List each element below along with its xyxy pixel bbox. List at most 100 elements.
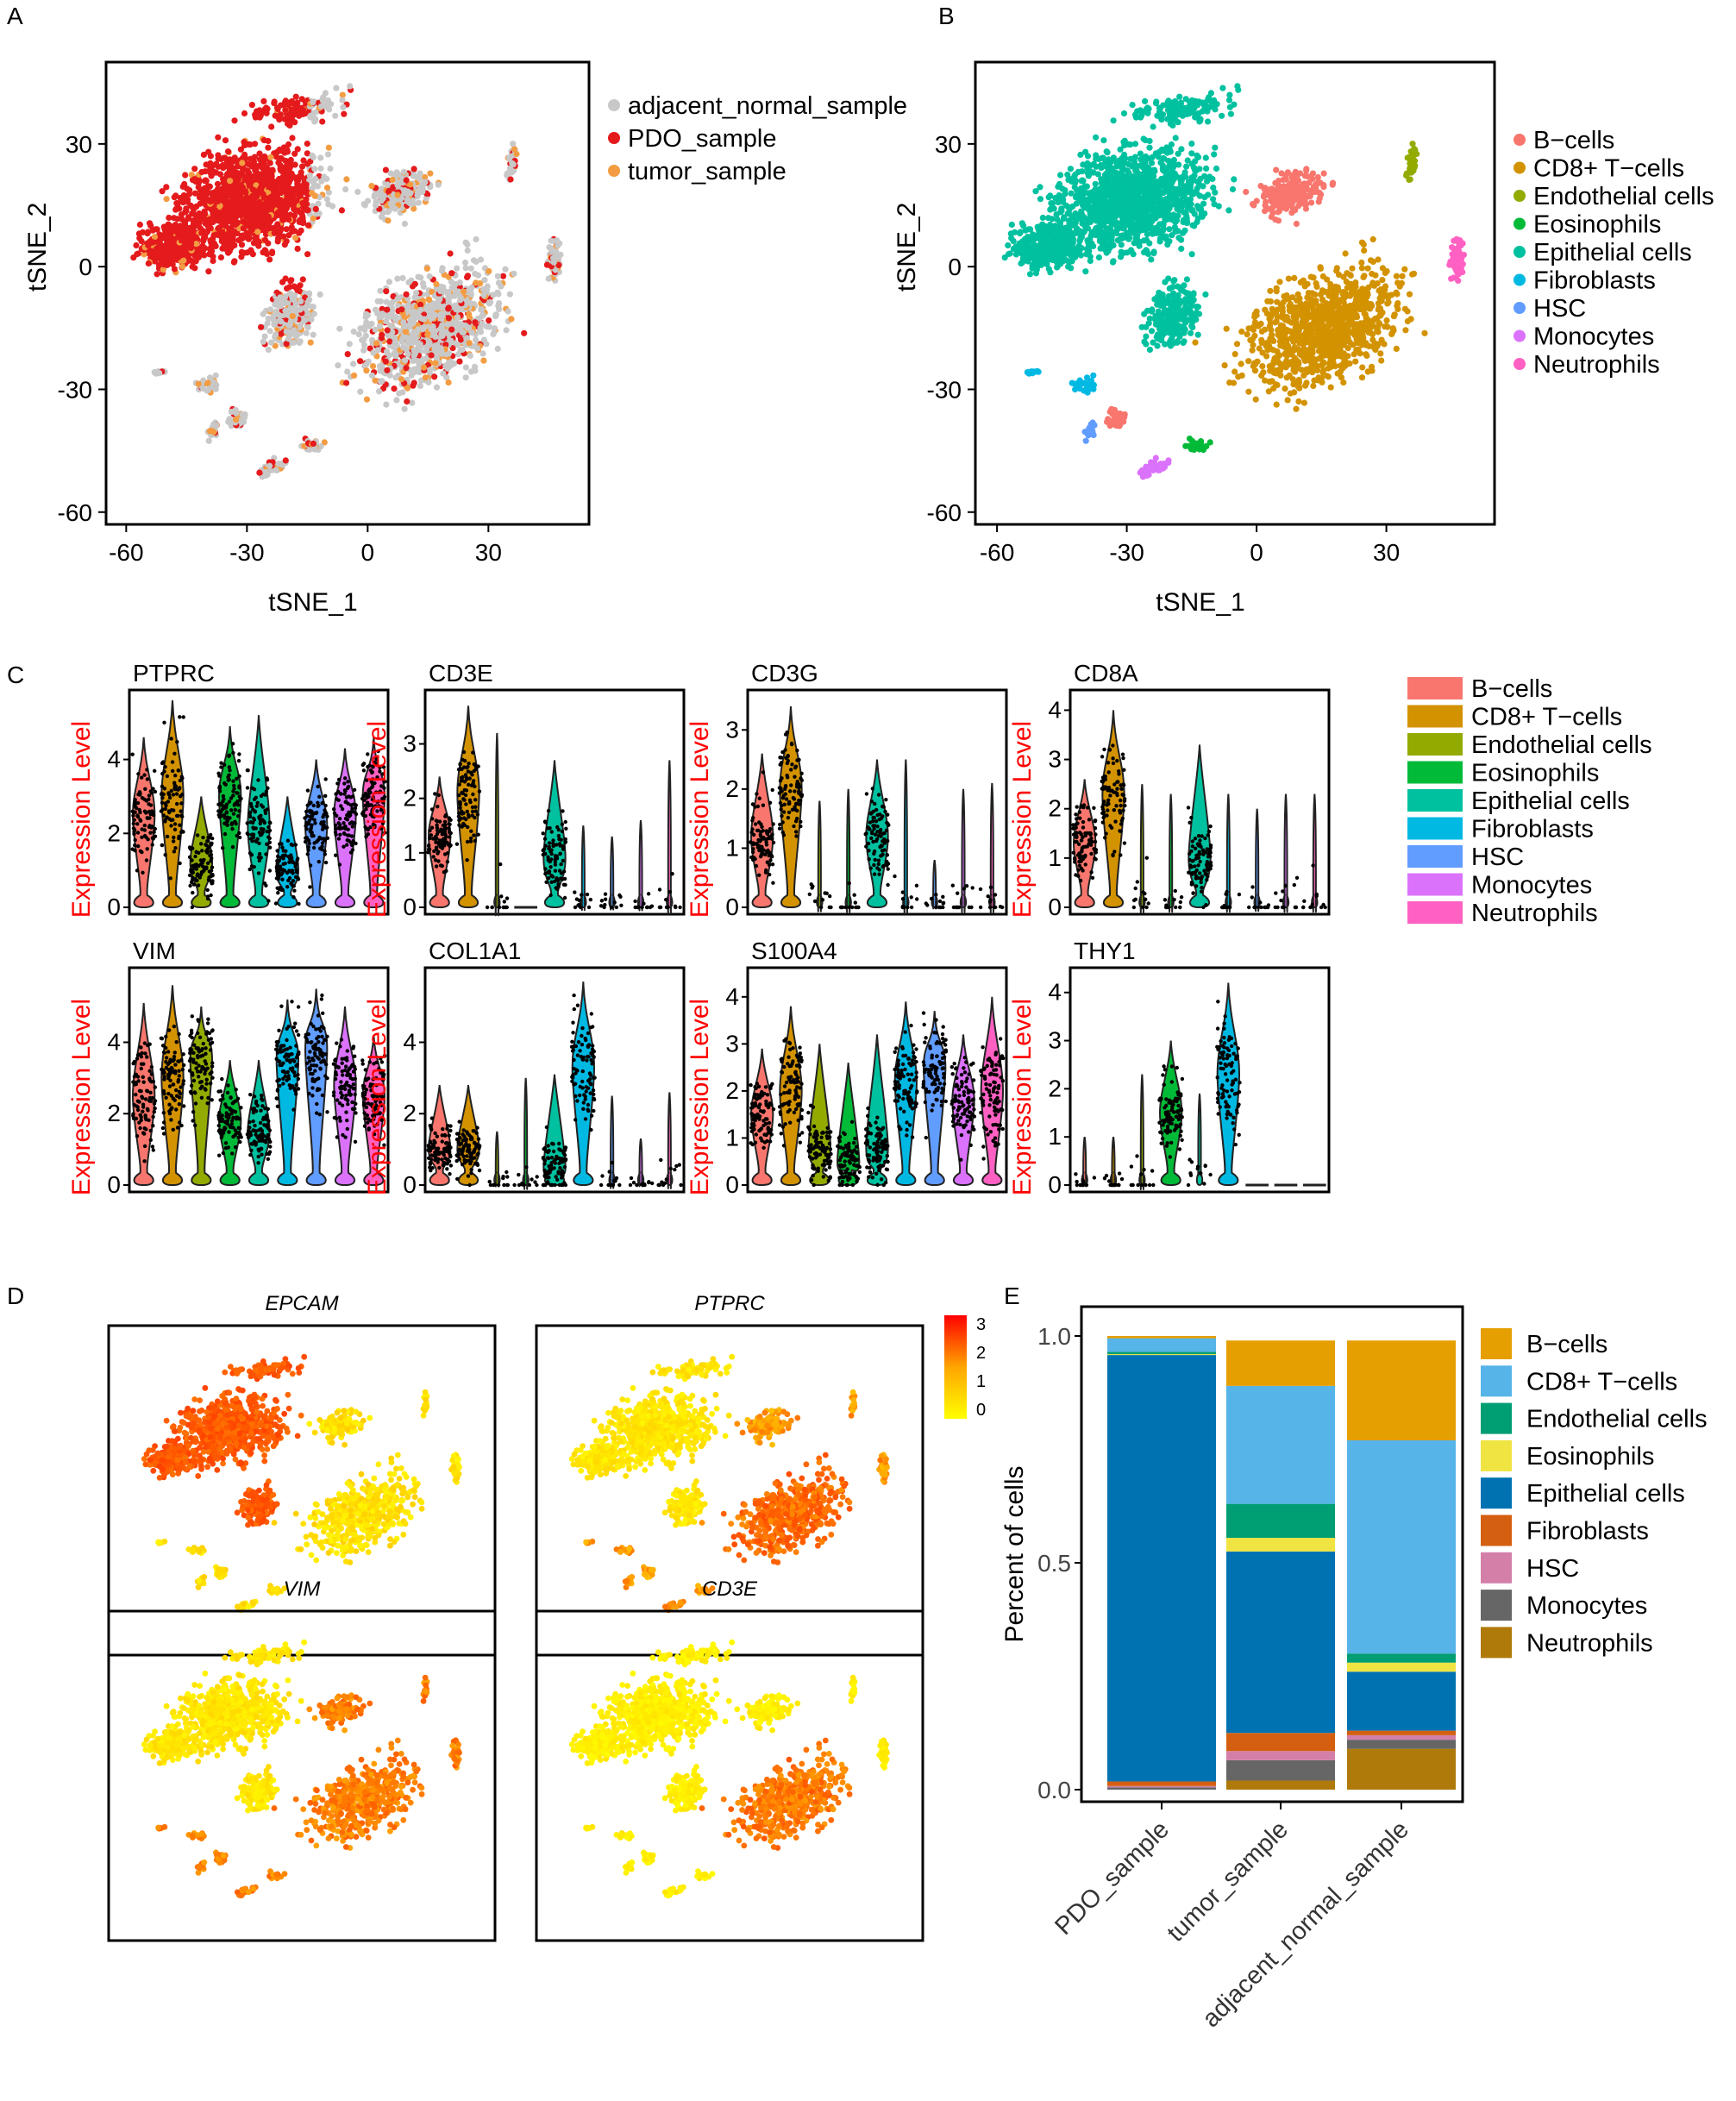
tsne-point [436, 296, 443, 303]
tsne-point [1174, 202, 1181, 209]
tsne-point [298, 169, 304, 176]
tsne-point [268, 250, 276, 257]
tsne-point [1062, 187, 1069, 194]
tsne-point [231, 117, 238, 124]
tsne-point [373, 198, 379, 205]
tsne-point [232, 406, 239, 413]
tsne-point [248, 102, 255, 109]
tsne-point [282, 107, 289, 114]
tsne-point [191, 252, 198, 259]
tsne-point [378, 213, 385, 221]
tsne-point [478, 306, 485, 313]
y-tick-label: -30 [58, 376, 92, 403]
tsne-point [510, 141, 517, 147]
tsne-point [1105, 178, 1112, 185]
tsne-point [1127, 141, 1134, 148]
tsne-point [304, 251, 311, 258]
tsne-point [204, 379, 211, 386]
tsne-point [222, 246, 229, 253]
tsne-point [357, 325, 364, 332]
tsne-point [1131, 154, 1138, 160]
tsne-point [438, 330, 445, 337]
tsne-point [462, 239, 469, 246]
tsne-point [261, 247, 268, 254]
tsne-point [1132, 167, 1139, 174]
tsne-point [1130, 251, 1137, 258]
tsne-points [1001, 83, 1467, 480]
tsne-point [425, 296, 432, 303]
tsne-point [191, 166, 198, 172]
tsne-point [156, 370, 163, 377]
tsne-point [440, 370, 447, 377]
tsne-point [231, 183, 238, 190]
tsne-point [278, 154, 285, 162]
tsne-point [1081, 223, 1088, 230]
tsne-point [222, 137, 229, 144]
tsne-point [392, 374, 399, 381]
tsne-point [250, 186, 257, 193]
tsne-point [303, 329, 310, 336]
tsne-point [339, 97, 346, 103]
tsne-point [169, 260, 176, 267]
tsne-point [277, 166, 284, 172]
tsne-point [273, 331, 279, 338]
tsne-point [1100, 195, 1107, 203]
tsne-point [213, 422, 220, 429]
tsne-point [1197, 175, 1204, 182]
tsne-point [273, 467, 279, 474]
tsne-point [244, 167, 251, 174]
tsne-point [135, 250, 141, 257]
tsne-point [398, 306, 405, 313]
tsne-point [1059, 198, 1067, 205]
tsne-point [261, 333, 268, 340]
tsne-point [222, 209, 229, 216]
tsne-point [1094, 193, 1102, 200]
tsne-point [360, 342, 368, 348]
tsne-point [494, 289, 501, 296]
tsne-point [423, 304, 430, 311]
tsne-point [215, 198, 222, 204]
tsne-point [1043, 260, 1050, 267]
legend-dot [608, 99, 620, 111]
tsne-point [215, 134, 222, 141]
tsne-point [205, 189, 212, 197]
tsne-point [466, 286, 473, 293]
tsne-point [494, 345, 501, 352]
plot-frame [104, 60, 591, 526]
tsne-point [1159, 166, 1166, 172]
tsne-point [1107, 238, 1114, 245]
tsne-point [383, 401, 390, 408]
x-tick-label: 30 [475, 539, 502, 566]
tsne-point [1119, 160, 1125, 166]
tsne-point [200, 151, 207, 158]
tsne-point [299, 276, 306, 283]
tsne-point [1156, 221, 1163, 228]
tsne-point [145, 229, 152, 235]
tsne-point [1188, 141, 1195, 147]
tsne-point [207, 198, 214, 205]
tsne-point [414, 358, 421, 365]
tsne-point [292, 235, 299, 241]
tsne-point [145, 241, 152, 248]
tsne-point [548, 237, 555, 244]
tsne-point [347, 83, 354, 90]
tsne-point [1155, 198, 1162, 204]
tsne-point [1169, 232, 1175, 239]
tsne-point [1094, 171, 1101, 178]
tsne-point [402, 328, 410, 336]
tsne-point [499, 273, 507, 279]
tsne-point [1118, 189, 1125, 196]
tsne-point [227, 178, 234, 185]
tsne-point [186, 187, 193, 194]
tsne-point [215, 225, 222, 232]
tsne-point [403, 291, 410, 298]
tsne-point [284, 171, 291, 178]
tsne-point [1140, 217, 1147, 225]
tsne-point [467, 265, 474, 272]
tsne-point [435, 181, 442, 188]
tsne-point [408, 372, 415, 379]
tsne-point [297, 306, 304, 313]
tsne-point [490, 330, 497, 337]
tsne-point [361, 202, 368, 209]
